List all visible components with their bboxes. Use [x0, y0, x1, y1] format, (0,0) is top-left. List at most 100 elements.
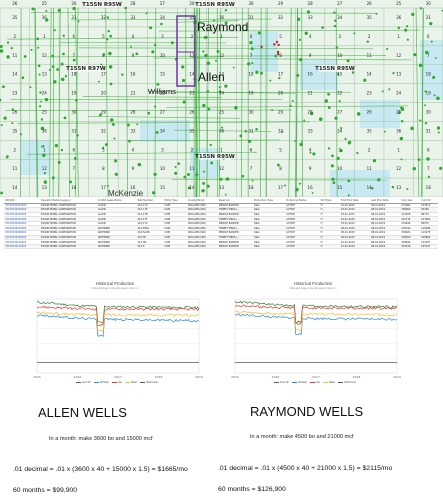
- column-header[interactable]: Reservoir: [217, 198, 253, 204]
- well-marker[interactable]: [425, 50, 429, 55]
- legend-item[interactable]: Gas: [111, 381, 122, 384]
- well-marker[interactable]: [255, 128, 258, 131]
- well-marker[interactable]: [48, 69, 51, 72]
- well-marker[interactable]: [218, 86, 222, 89]
- well-marker[interactable]: [53, 29, 56, 32]
- well-marker[interactable]: [202, 170, 205, 173]
- well-marker[interactable]: [309, 151, 312, 154]
- series-line-cum-oil[interactable]: [36, 301, 200, 324]
- well-marker[interactable]: [64, 74, 68, 78]
- well-marker[interactable]: [23, 55, 27, 58]
- well-marker[interactable]: [43, 172, 46, 175]
- well-marker[interactable]: [406, 188, 409, 190]
- well-marker[interactable]: [73, 157, 77, 160]
- well-marker[interactable]: [108, 65, 113, 69]
- well-marker[interactable]: [334, 19, 337, 22]
- well-marker[interactable]: [60, 62, 64, 66]
- well-marker[interactable]: [366, 40, 370, 43]
- well-marker[interactable]: [400, 107, 405, 112]
- well-marker[interactable]: [404, 28, 408, 32]
- well-marker[interactable]: [106, 16, 110, 19]
- well-marker[interactable]: [224, 21, 228, 25]
- well-marker[interactable]: [370, 187, 374, 190]
- series-line-oil-daily[interactable]: [234, 313, 398, 336]
- well-marker[interactable]: [30, 48, 33, 51]
- well-marker[interactable]: [299, 57, 303, 62]
- well-marker[interactable]: [42, 153, 46, 157]
- well-marker[interactable]: [202, 181, 206, 185]
- api-link[interactable]: 33105036030000: [4, 207, 41, 213]
- allen-production-chart[interactable]: Historical Production Click and drag in …: [27, 281, 203, 389]
- well-marker[interactable]: [437, 131, 440, 134]
- well-marker[interactable]: [410, 126, 414, 131]
- table-row[interactable]: 33105036080000 EXXON MOBIL CORPORATION RAY…: [4, 230, 438, 236]
- well-marker[interactable]: [19, 133, 22, 136]
- well-marker[interactable]: [248, 139, 252, 143]
- well-marker[interactable]: [247, 62, 251, 66]
- well-marker[interactable]: [419, 119, 422, 122]
- well-marker[interactable]: [298, 182, 301, 185]
- well-marker[interactable]: [311, 192, 314, 194]
- well-marker[interactable]: [434, 57, 437, 59]
- legend-item[interactable]: Well Count: [338, 381, 356, 384]
- well-marker[interactable]: [51, 54, 55, 58]
- well-marker[interactable]: [38, 73, 41, 76]
- well-marker[interactable]: [356, 151, 359, 155]
- well-marker[interactable]: [63, 116, 67, 120]
- well-marker[interactable]: [104, 143, 108, 147]
- well-marker[interactable]: [29, 86, 32, 89]
- well-marker[interactable]: [218, 90, 222, 94]
- api-link[interactable]: 33105036040000: [4, 212, 41, 218]
- well-marker[interactable]: [310, 111, 314, 116]
- well-marker[interactable]: [336, 156, 340, 160]
- well-marker[interactable]: [363, 78, 367, 82]
- well-marker[interactable]: [284, 184, 287, 187]
- well-marker[interactable]: [109, 34, 112, 38]
- well-marker[interactable]: [436, 96, 440, 101]
- well-marker[interactable]: [108, 51, 112, 56]
- column-header[interactable]: Last Prod Date: [370, 198, 401, 204]
- well-marker[interactable]: [40, 126, 45, 131]
- well-marker[interactable]: [114, 172, 118, 176]
- well-marker[interactable]: [11, 122, 14, 125]
- well-marker[interactable]: [106, 38, 109, 41]
- well-marker[interactable]: [109, 82, 113, 86]
- table-row[interactable]: 33105036050000 EXXON MOBIL CORPORATION ALL…: [4, 216, 438, 222]
- well-marker[interactable]: [195, 173, 199, 177]
- legend-item[interactable]: Cum Oil: [274, 381, 289, 384]
- well-marker[interactable]: [377, 178, 381, 182]
- well-marker[interactable]: [153, 172, 157, 176]
- well-marker[interactable]: [274, 54, 278, 58]
- well-marker[interactable]: [399, 136, 404, 141]
- well-marker-active[interactable]: [273, 43, 276, 46]
- well-marker[interactable]: [11, 108, 14, 111]
- well-marker[interactable]: [400, 119, 404, 123]
- well-marker-active[interactable]: [275, 40, 279, 44]
- well-marker[interactable]: [42, 145, 45, 148]
- well-marker[interactable]: [112, 124, 115, 127]
- well-marker[interactable]: [136, 123, 139, 126]
- well-marker[interactable]: [406, 25, 409, 28]
- well-marker[interactable]: [114, 159, 118, 163]
- api-link[interactable]: 33105036080000: [4, 230, 41, 236]
- well-marker[interactable]: [347, 194, 350, 197]
- well-marker[interactable]: [347, 179, 351, 183]
- well-marker[interactable]: [244, 130, 248, 133]
- table-row[interactable]: 33105036070000 EXXON MOBIL CORPORATION RAY…: [4, 225, 438, 232]
- well-marker[interactable]: [418, 63, 423, 68]
- well-marker[interactable]: [36, 37, 40, 41]
- well-marker[interactable]: [381, 90, 384, 93]
- well-marker[interactable]: [6, 41, 10, 44]
- well-marker[interactable]: [331, 154, 334, 158]
- well-marker[interactable]: [149, 26, 153, 30]
- well-marker[interactable]: [386, 47, 389, 50]
- well-marker[interactable]: [278, 76, 281, 80]
- well-marker[interactable]: [153, 43, 157, 47]
- well-marker[interactable]: [56, 68, 59, 71]
- well-marker[interactable]: [107, 29, 110, 33]
- well-marker[interactable]: [429, 22, 433, 26]
- well-marker[interactable]: [281, 130, 284, 133]
- well-marker[interactable]: [333, 11, 336, 14]
- well-marker[interactable]: [400, 158, 403, 161]
- well-marker[interactable]: [433, 94, 436, 97]
